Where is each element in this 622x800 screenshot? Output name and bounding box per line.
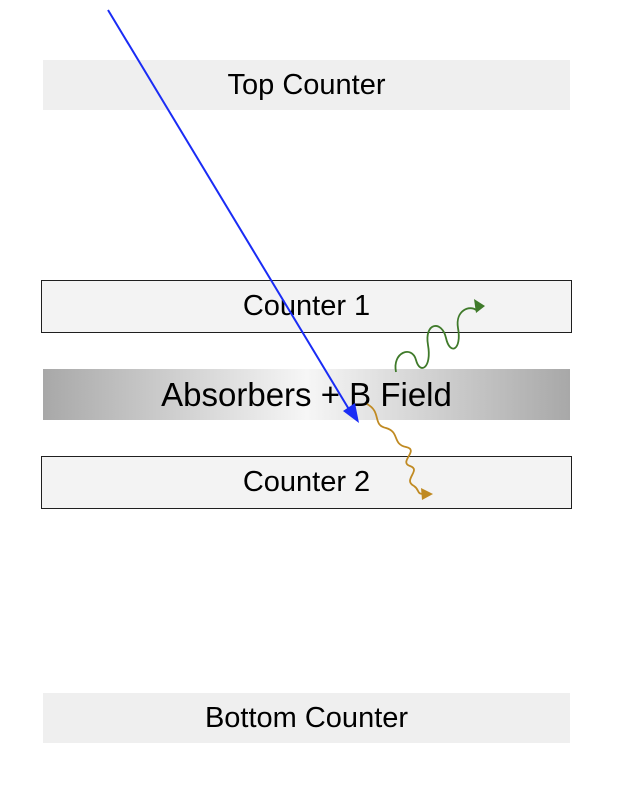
- bottom-counter-layer: Bottom Counter: [43, 693, 570, 743]
- counter-2-layer: Counter 2: [41, 456, 572, 509]
- top-counter-label: Top Counter: [227, 68, 386, 101]
- bottom-counter-label: Bottom Counter: [204, 701, 409, 734]
- top-counter-layer: Top Counter: [43, 60, 570, 110]
- counter-1-layer: Counter 1: [41, 280, 572, 333]
- absorbers-label: Absorbers + B Field: [161, 375, 452, 413]
- counter-1-label: Counter 1: [242, 290, 371, 322]
- absorbers-b-field-layer: Absorbers + B Field: [43, 369, 570, 420]
- counter-2-label: Counter 2: [242, 466, 371, 498]
